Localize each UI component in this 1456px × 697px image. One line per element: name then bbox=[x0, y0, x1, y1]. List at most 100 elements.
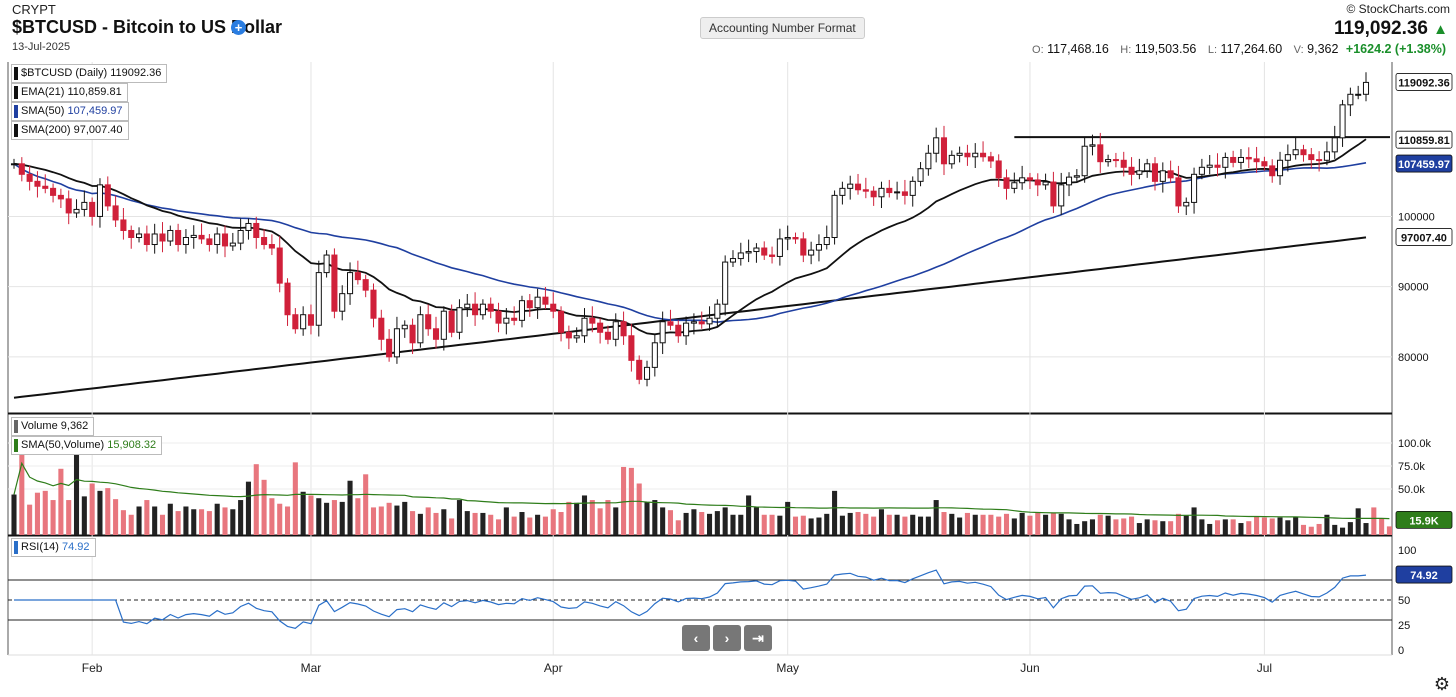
x-tick-label: Feb bbox=[82, 661, 103, 675]
volume-bar bbox=[456, 500, 462, 535]
candle-body bbox=[370, 289, 377, 319]
candle-body bbox=[683, 322, 690, 337]
badge-sma200-bg bbox=[1395, 228, 1453, 246]
candle-body bbox=[18, 163, 25, 175]
candle-body bbox=[636, 359, 643, 380]
volume-bar bbox=[355, 498, 361, 535]
volume-bar bbox=[613, 507, 619, 535]
candle-body bbox=[815, 244, 822, 251]
volume-bar bbox=[1168, 521, 1174, 535]
candle-body bbox=[1362, 81, 1370, 95]
volume-bar bbox=[42, 490, 48, 535]
volume-bar bbox=[1152, 520, 1158, 535]
chevron-right-icon[interactable]: › bbox=[713, 625, 741, 651]
candle-body bbox=[89, 201, 96, 217]
candle-body bbox=[495, 310, 502, 324]
candle-body bbox=[42, 185, 49, 189]
candle-body bbox=[57, 194, 64, 200]
x-tick-label: May bbox=[776, 661, 799, 675]
candle-body bbox=[917, 168, 924, 182]
volume-bar bbox=[402, 501, 408, 535]
volume-bar bbox=[191, 509, 197, 535]
candle-body bbox=[987, 156, 994, 162]
candle-body bbox=[432, 328, 440, 340]
high-value: 119,503.56 bbox=[1134, 42, 1197, 56]
volume-bar bbox=[183, 506, 189, 535]
volume-bar bbox=[746, 495, 752, 535]
volume-bar bbox=[1300, 524, 1307, 535]
volume-bar bbox=[386, 502, 392, 535]
candle-body bbox=[972, 152, 979, 158]
candle-body bbox=[1284, 154, 1291, 161]
price-tick-label: 90000 bbox=[1398, 282, 1429, 294]
sma50-line bbox=[13, 162, 1367, 324]
volume-bar bbox=[910, 514, 916, 535]
candle-body bbox=[1105, 159, 1112, 163]
volume-bar bbox=[816, 517, 822, 535]
candle-body bbox=[1026, 177, 1033, 181]
volume-bar bbox=[597, 508, 603, 535]
candle-body bbox=[448, 310, 455, 333]
volume-bar bbox=[636, 483, 642, 535]
volume-bar bbox=[714, 511, 720, 535]
skip-to-end-icon[interactable]: ⇥ bbox=[744, 625, 772, 651]
volume-bar bbox=[27, 504, 33, 535]
volume-bar bbox=[777, 515, 783, 535]
candle-body bbox=[604, 331, 611, 340]
volume-bar bbox=[433, 512, 439, 535]
candle-body bbox=[307, 314, 315, 326]
candle-body bbox=[1097, 144, 1104, 163]
volume-bar bbox=[1058, 513, 1064, 535]
volume-bar bbox=[11, 494, 17, 535]
volume-bar bbox=[1121, 518, 1127, 535]
chevron-left-icon[interactable]: ‹ bbox=[682, 625, 710, 651]
candle-body bbox=[878, 187, 885, 198]
candle-body bbox=[73, 208, 80, 214]
candle-body bbox=[511, 317, 518, 321]
candle-body bbox=[589, 317, 596, 324]
badge-price-bg bbox=[1395, 73, 1453, 91]
volume-bar bbox=[1222, 519, 1228, 535]
badge-rsi-bg bbox=[1395, 565, 1453, 584]
candle-body bbox=[753, 247, 760, 253]
volume-bar bbox=[722, 507, 728, 535]
volume-bar bbox=[308, 495, 314, 535]
volume-bar bbox=[34, 492, 40, 535]
volume-bar bbox=[488, 514, 494, 535]
volume-bar bbox=[996, 516, 1002, 535]
candle-body bbox=[1276, 159, 1284, 177]
rsi-tick-label: 0 bbox=[1398, 645, 1404, 657]
candle-body bbox=[347, 272, 354, 295]
volume-bar bbox=[964, 512, 970, 535]
plus-circle-icon[interactable]: + bbox=[231, 20, 246, 35]
candle-body bbox=[1230, 156, 1237, 163]
candle-body bbox=[534, 296, 541, 309]
gear-icon[interactable]: ⚙ bbox=[1433, 674, 1450, 694]
candle-body bbox=[1019, 177, 1026, 184]
volume-bar bbox=[1074, 523, 1080, 535]
copyright: © StockCharts.com bbox=[1346, 2, 1450, 16]
candle-body bbox=[401, 324, 408, 330]
volume-bar bbox=[167, 503, 173, 535]
volume-bar bbox=[50, 500, 56, 535]
candle-body bbox=[1034, 179, 1041, 186]
tooltip: Accounting Number Format bbox=[700, 17, 865, 39]
candle-body bbox=[339, 293, 346, 312]
candle-body bbox=[362, 279, 369, 291]
rsi-tick-label: 50 bbox=[1398, 595, 1410, 607]
candle-body bbox=[1042, 181, 1049, 186]
volume-bar bbox=[730, 514, 736, 535]
volume-bar bbox=[363, 474, 369, 535]
volume-bar bbox=[1191, 507, 1197, 535]
volume-bar bbox=[855, 512, 861, 535]
volume-bar bbox=[785, 501, 791, 535]
candle-body bbox=[1073, 175, 1080, 178]
candle-body bbox=[581, 317, 588, 337]
volume-bar bbox=[769, 514, 775, 535]
candle-body bbox=[159, 233, 166, 242]
candle-body bbox=[1136, 170, 1143, 175]
candle-body bbox=[1245, 156, 1252, 160]
candle-body bbox=[761, 247, 768, 256]
volume-bar bbox=[1340, 527, 1346, 535]
